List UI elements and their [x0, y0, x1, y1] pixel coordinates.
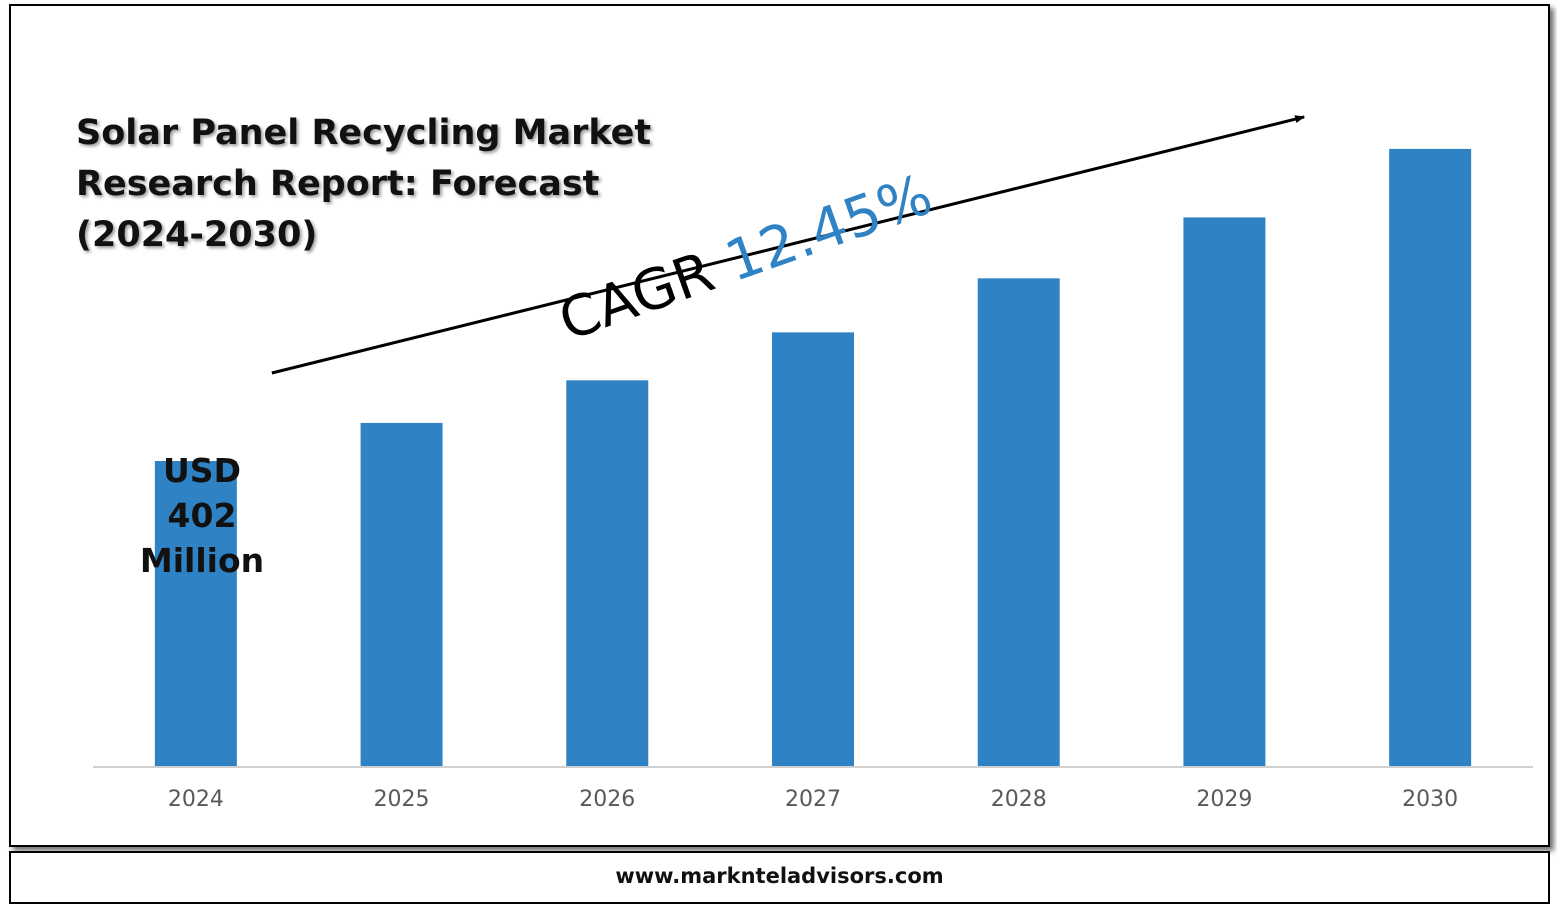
start-value-currency: USD [163, 451, 241, 490]
x-tick-label-2029: 2029 [1196, 787, 1252, 812]
chart-title-line-3: (2024-2030) [76, 215, 318, 255]
x-tick-label-2026: 2026 [579, 787, 635, 812]
trend-arrow [271, 115, 1306, 375]
x-tick-label-2028: 2028 [991, 787, 1047, 812]
x-tick-label-2024: 2024 [168, 787, 224, 812]
bar-2029 [1183, 217, 1266, 767]
chart-title: Solar Panel Recycling Market Research Re… [76, 108, 651, 261]
footer: www.marknteladvisors.com [9, 851, 1550, 904]
footer-website-link[interactable]: www.marknteladvisors.com [615, 864, 944, 888]
bar-2024 [154, 461, 237, 767]
bars [154, 148, 1472, 768]
chart-title-line-2: Research Report: Forecast [76, 164, 600, 204]
bar-2027 [772, 332, 854, 767]
bar-2025 [360, 422, 443, 767]
x-tick-label-2027: 2027 [785, 787, 841, 812]
start-value-number: 402 [167, 496, 237, 535]
start-value-unit: Million [139, 541, 265, 580]
x-tick-label-2025: 2025 [374, 787, 430, 812]
bar-2030 [1389, 148, 1472, 768]
bar-2026 [566, 380, 649, 767]
x-tick-label-2030: 2030 [1402, 787, 1458, 812]
start-value-label: USD 402 Million [128, 448, 276, 583]
bar-2028 [977, 278, 1060, 767]
x-axis-tick-labels: 2024 2025 2026 2027 2028 2029 2030 [168, 787, 1458, 812]
chart-title-line-1: Solar Panel Recycling Market [76, 113, 652, 153]
